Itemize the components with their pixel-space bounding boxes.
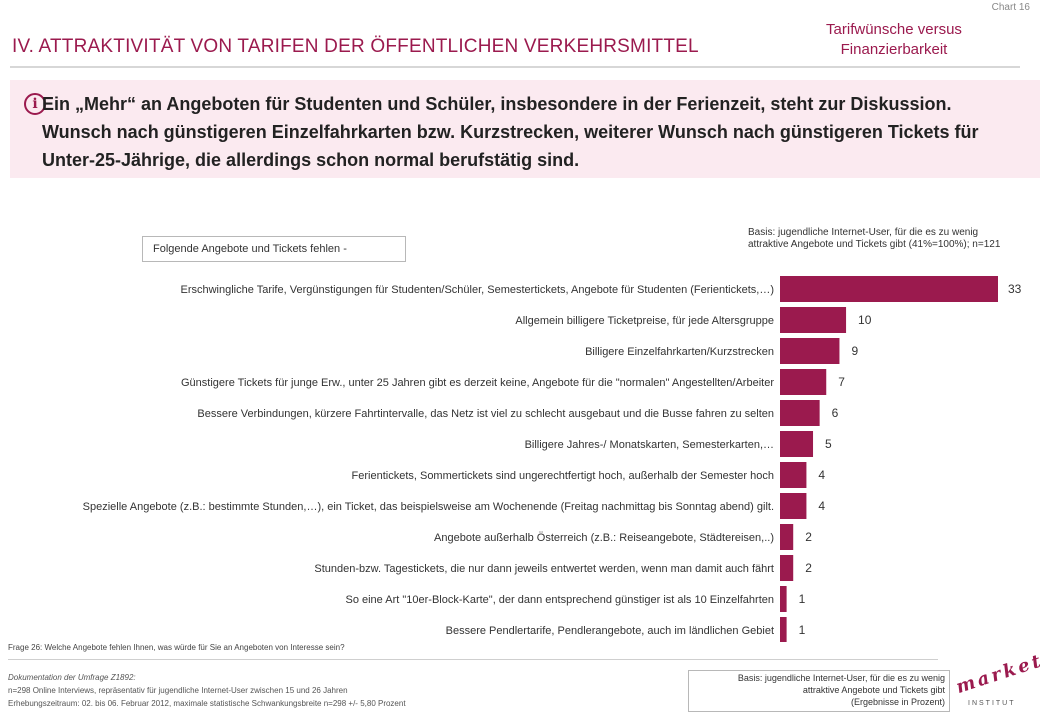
- logo-word: market®: [954, 647, 1040, 698]
- survey-documentation: Dokumentation der Umfrage Z1892: n=298 O…: [8, 671, 406, 710]
- basis-bottom-line-1: Basis: jugendliche Internet-User, für di…: [737, 673, 945, 683]
- category-label: Billigere Jahres-/ Monatskarten, Semeste…: [525, 439, 774, 451]
- bar: [780, 307, 847, 333]
- bar: [780, 462, 807, 488]
- chart-subtitle: Folgende Angebote und Tickets fehlen -: [142, 236, 406, 262]
- summary-text: Ein „Mehr“ an Angeboten für Studenten un…: [42, 94, 979, 170]
- market-logo: market® INSTITUT: [954, 647, 1040, 711]
- bar: [780, 586, 787, 612]
- category-label: Ferientickets, Sommertickets sind ungere…: [352, 470, 774, 482]
- category-label: Spezielle Angebote (z.B.: bestimmte Stun…: [83, 501, 774, 513]
- footer-divider: [8, 659, 938, 660]
- value-label: 2: [805, 561, 812, 575]
- basis-note-bottom: Basis: jugendliche Internet-User, für di…: [688, 670, 950, 712]
- value-label: 9: [851, 344, 858, 358]
- logo-sub: INSTITUT: [968, 700, 1016, 707]
- value-label: 7: [838, 375, 845, 389]
- bar-chart: Erschwingliche Tarife, Vergünstigungen f…: [83, 276, 1022, 642]
- category-label: Erschwingliche Tarife, Vergünstigungen f…: [180, 284, 774, 296]
- bar: [780, 431, 814, 457]
- bar: [780, 524, 794, 550]
- value-label: 2: [805, 530, 812, 544]
- value-label: 10: [858, 313, 872, 327]
- bar: [780, 400, 820, 426]
- topic-label: Tarifwünsche versus Finanzierbarkeit: [826, 21, 962, 58]
- value-label: 5: [825, 437, 832, 451]
- question-text: Frage 26: Welche Angebote fehlen Ihnen, …: [8, 643, 345, 652]
- category-label: Allgemein billigere Ticketpreise, für je…: [515, 315, 774, 327]
- value-label: 4: [818, 499, 825, 513]
- value-label: 33: [1008, 282, 1022, 296]
- category-label: Bessere Pendlertarife, Pendlerangebote, …: [446, 625, 774, 637]
- basis-bottom-line-2: attraktive Angebote und Tickets gibt: [802, 685, 945, 695]
- category-label: So eine Art "10er-Block-Karte", der dann…: [345, 594, 774, 606]
- bar: [780, 276, 998, 302]
- summary-banner: i Ein „Mehr“ an Angeboten für Studenten …: [10, 80, 1040, 178]
- doc-line-2: Erhebungszeitraum: 02. bis 06. Februar 2…: [8, 699, 406, 708]
- category-label: Bessere Verbindungen, kürzere Fahrtinter…: [197, 408, 774, 420]
- title-divider: [10, 66, 1020, 68]
- category-label: Günstigere Tickets für junge Erw., unter…: [181, 377, 774, 389]
- category-label: Billigere Einzelfahrkarten/Kurzstrecken: [585, 346, 774, 358]
- doc-line-1: n=298 Online Interviews, repräsentativ f…: [8, 686, 348, 695]
- info-icon: i: [24, 93, 46, 115]
- value-label: 6: [832, 406, 839, 420]
- bar: [780, 617, 787, 642]
- chart-number: Chart 16: [991, 2, 1030, 13]
- bar: [780, 555, 794, 581]
- logo-word-text: market: [953, 650, 1040, 698]
- doc-heading: Dokumentation der Umfrage Z1892:: [8, 673, 136, 682]
- category-label: Angebote außerhalb Österreich (z.B.: Rei…: [434, 532, 774, 544]
- value-label: 4: [818, 468, 825, 482]
- bar: [780, 338, 840, 364]
- basis-bottom-line-3: (Ergebnisse in Prozent): [850, 697, 945, 707]
- basis-note-top: Basis: jugendliche Internet-User, für di…: [748, 227, 1001, 250]
- category-label: Stunden-bzw. Tagestickets, die nur dann …: [314, 563, 774, 575]
- value-label: 1: [799, 623, 806, 637]
- value-label: 1: [799, 592, 806, 606]
- bar: [780, 369, 827, 395]
- page-title: IV. ATTRAKTIVITÄT VON TARIFEN DER ÖFFENT…: [12, 36, 699, 57]
- bar: [780, 493, 807, 519]
